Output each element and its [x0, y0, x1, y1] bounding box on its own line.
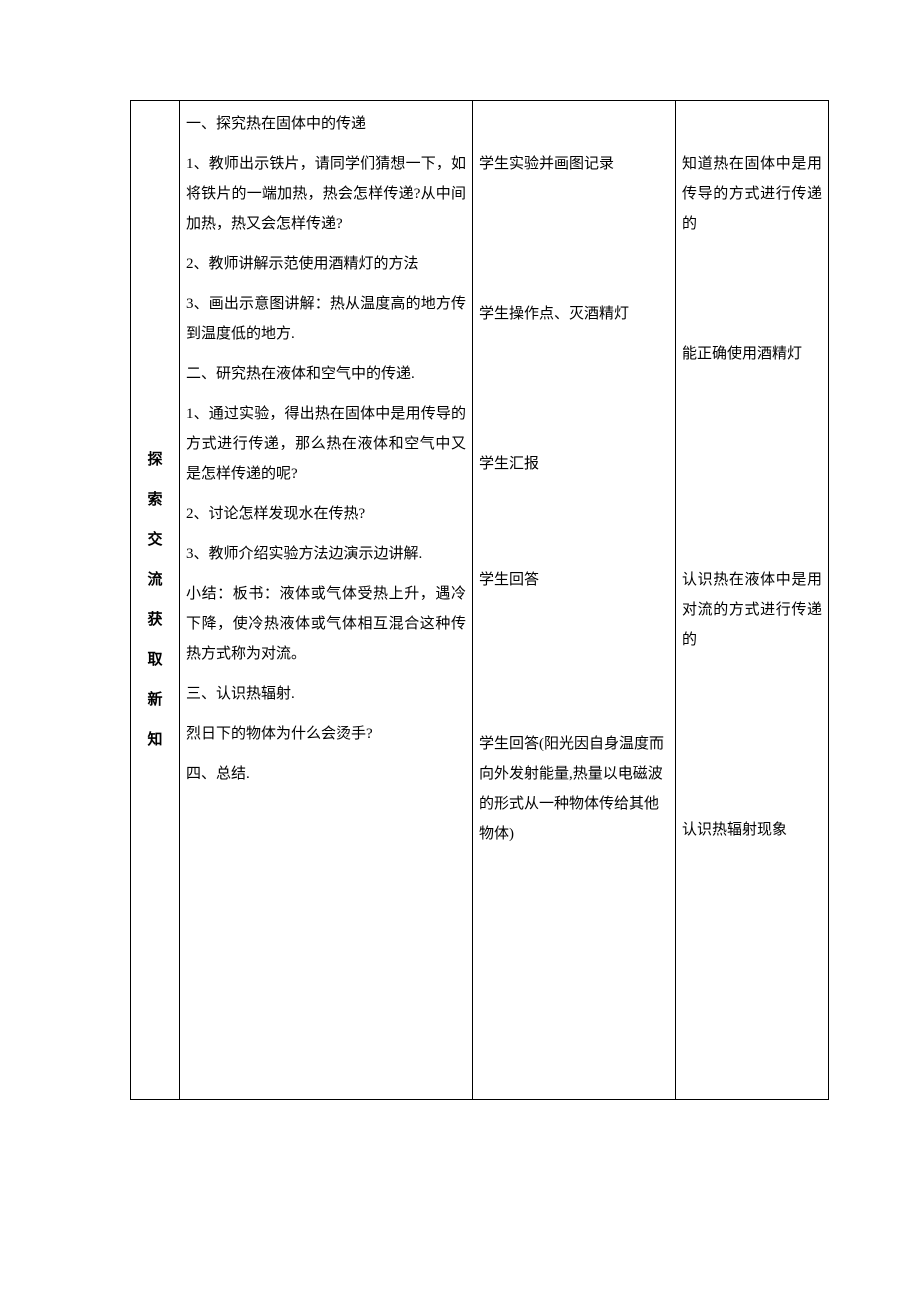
paragraph: 2、教师讲解示范使用酒精灯的方法	[186, 249, 466, 279]
lesson-table: 探 索 交 流 获 取 新 知 一、探究热在固体中的传递 1、教师出示铁片，请同…	[130, 100, 829, 1100]
heading: 四、总结.	[186, 759, 466, 789]
spacer	[682, 489, 822, 565]
student-activity-cell: 学生实验并画图记录 学生操作点、灭酒精灯 学生汇报 学生回答 学生回答(阳光因自…	[473, 101, 676, 1100]
spacer	[682, 379, 822, 489]
label-char: 取	[133, 645, 177, 675]
paragraph: 学生回答	[479, 565, 669, 595]
spacer	[682, 325, 822, 339]
paragraph: 学生回答(阳光因自身温度而向外发射能量,热量以电磁波的形式从一种物体传给其他物体…	[479, 729, 669, 849]
paragraph: 能正确使用酒精灯	[682, 339, 822, 369]
spacer	[682, 109, 822, 149]
paragraph: 烈日下的物体为什么会烫手?	[186, 719, 466, 749]
spacer	[479, 715, 669, 729]
paragraph: 3、教师介绍实验方法边演示边讲解.	[186, 539, 466, 569]
heading: 三、认识热辐射.	[186, 679, 466, 709]
paragraph: 学生实验并画图记录	[479, 149, 669, 179]
heading: 一、探究热在固体中的传递	[186, 109, 466, 139]
heading: 二、研究热在液体和空气中的传递.	[186, 359, 466, 389]
label-char: 知	[133, 725, 177, 755]
spacer	[479, 489, 669, 565]
spacer	[479, 189, 669, 299]
label-char: 获	[133, 605, 177, 635]
paragraph: 1、教师出示铁片，请同学们猜想一下，如将铁片的一端加热，热会怎样传递?从中间加热…	[186, 149, 466, 239]
section-label-cell: 探 索 交 流 获 取 新 知	[131, 101, 180, 1100]
table-row: 探 索 交 流 获 取 新 知 一、探究热在固体中的传递 1、教师出示铁片，请同…	[131, 101, 829, 1100]
label-char: 流	[133, 565, 177, 595]
paragraph: 1、通过实验，得出热在固体中是用传导的方式进行传递，那么热在液体和空气中又是怎样…	[186, 399, 466, 489]
goal-cell: 知道热在固体中是用传导的方式进行传递的 能正确使用酒精灯 认识热在液体中是用对流…	[676, 101, 829, 1100]
label-char: 探	[133, 445, 177, 475]
spacer	[682, 775, 822, 815]
paragraph: 知道热在固体中是用传导的方式进行传递的	[682, 149, 822, 239]
page: 探 索 交 流 获 取 新 知 一、探究热在固体中的传递 1、教师出示铁片，请同…	[0, 0, 920, 1302]
spacer	[479, 339, 669, 449]
paragraph: 学生汇报	[479, 449, 669, 479]
spacer	[479, 605, 669, 715]
spacer	[682, 249, 822, 325]
paragraph: 学生操作点、灭酒精灯	[479, 299, 669, 329]
paragraph: 3、画出示意图讲解：热从温度高的地方传到温度低的地方.	[186, 289, 466, 349]
paragraph: 小结：板书：液体或气体受热上升，遇冷下降，使冷热液体或气体相互混合这种传热方式称…	[186, 579, 466, 669]
teacher-activity-cell: 一、探究热在固体中的传递 1、教师出示铁片，请同学们猜想一下，如将铁片的一端加热…	[180, 101, 473, 1100]
label-char: 交	[133, 525, 177, 555]
paragraph: 认识热在液体中是用对流的方式进行传递的	[682, 565, 822, 655]
spacer	[682, 665, 822, 775]
paragraph: 认识热辐射现象	[682, 815, 822, 845]
label-char: 新	[133, 685, 177, 715]
label-char: 索	[133, 485, 177, 515]
spacer	[479, 109, 669, 149]
paragraph: 2、讨论怎样发现水在传热?	[186, 499, 466, 529]
